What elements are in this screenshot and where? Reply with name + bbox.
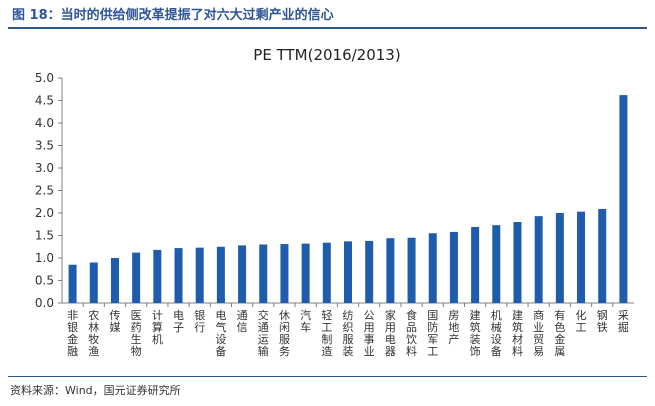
- bar: [89, 262, 98, 303]
- bar: [174, 248, 183, 303]
- category-labels: 非银金融农林牧渔传媒医药生物计算机电子银行电气设备通信交通运输休闲服务汽车轻工制…: [67, 308, 629, 358]
- y-tick-label: 3.0: [35, 161, 54, 175]
- bar: [386, 238, 395, 303]
- x-tick-label: 银行: [194, 308, 205, 334]
- bar: [280, 244, 289, 303]
- x-tick-label: 传媒: [109, 309, 120, 334]
- x-tick-label: 房地产: [448, 309, 459, 346]
- bar: [598, 208, 607, 303]
- y-tick-label: 3.5: [35, 139, 54, 153]
- x-tick-label: 医药生物: [131, 309, 142, 358]
- x-tick-label: 建筑装饰: [470, 308, 481, 358]
- y-tick-label: 2.0: [35, 206, 54, 220]
- x-tick-label: 交通运输: [258, 308, 269, 358]
- bar: [513, 222, 522, 303]
- axes: 0.0 0.5 1.0 1.5 2.0 2.5 3.0 3.5 4.0 4.5 5.0: [35, 71, 634, 310]
- bar-chart: PE TTM(2016/2013) 0.0 0.5 1.0 1.5 2.0 2.5 3.0 3…: [35, 46, 634, 358]
- bar: [365, 240, 374, 303]
- x-tick-label: 轻工制造: [321, 308, 332, 358]
- source-note: 资料来源：Wind，国元证券研究所: [10, 384, 181, 397]
- bar: [259, 244, 268, 303]
- bar: [555, 213, 564, 303]
- bar: [153, 249, 162, 303]
- x-tick-label: 家用电器: [385, 308, 396, 358]
- bar: [407, 237, 416, 303]
- x-tick-label: 商业贸易: [533, 308, 544, 358]
- figure-title: 图 18：当时的供给侧改革提振了对六大过剩产业的信心: [12, 8, 334, 23]
- x-tick-label: 计算机: [152, 309, 163, 346]
- y-tick-label: 5.0: [35, 71, 54, 85]
- x-tick-label: 食品饮料: [406, 308, 417, 358]
- x-tick-label: 纺织服装: [343, 308, 354, 358]
- y-tick-label: 4.5: [35, 94, 54, 108]
- x-tick-label: 钢铁: [597, 309, 608, 334]
- x-tick-label: 国防军工: [427, 309, 438, 358]
- y-tick-label: 1.0: [35, 251, 54, 265]
- bar: [195, 247, 204, 303]
- bar: [216, 246, 225, 303]
- bar: [577, 211, 586, 303]
- x-tick-label: 有色金属: [554, 308, 565, 358]
- y-tick-label: 1.5: [35, 229, 54, 243]
- y-tick-label: 0.0: [35, 296, 54, 310]
- x-tick-label: 建筑材料: [512, 308, 523, 358]
- bar: [344, 241, 352, 303]
- x-tick-label: 化工: [576, 308, 587, 334]
- bar: [471, 226, 480, 303]
- bar: [492, 225, 501, 303]
- chart-title: PE TTM(2016/2013): [253, 46, 400, 64]
- x-tick-label: 电子: [173, 309, 184, 334]
- bar: [322, 242, 331, 303]
- x-tick-label: 公用事业: [364, 309, 375, 358]
- x-tick-label: 休闲服务: [279, 309, 290, 358]
- bar: [449, 231, 458, 303]
- y-tick-label: 4.0: [35, 116, 54, 130]
- bar: [534, 216, 543, 303]
- bar: [132, 252, 141, 303]
- title-divider: [8, 27, 647, 29]
- x-tick-label: 农林牧渔: [88, 308, 99, 358]
- x-tick-label: 电气设备: [215, 309, 226, 358]
- y-tick-label: 2.5: [35, 184, 54, 198]
- bar: [238, 245, 247, 303]
- x-tick-label: 采掘: [618, 309, 629, 334]
- x-tick-label: 机械设备: [491, 308, 502, 358]
- x-tick-label: 汽车: [300, 308, 311, 334]
- x-tick-label: 通信: [237, 309, 248, 334]
- x-tick-label: 非银金融: [67, 309, 78, 358]
- bar: [68, 264, 77, 303]
- bar: [619, 95, 628, 303]
- source-divider: [8, 376, 647, 377]
- y-tick-label: 0.5: [35, 274, 54, 288]
- bar: [301, 243, 310, 303]
- bar: [110, 258, 119, 303]
- bars: [68, 95, 628, 303]
- bar: [428, 233, 437, 303]
